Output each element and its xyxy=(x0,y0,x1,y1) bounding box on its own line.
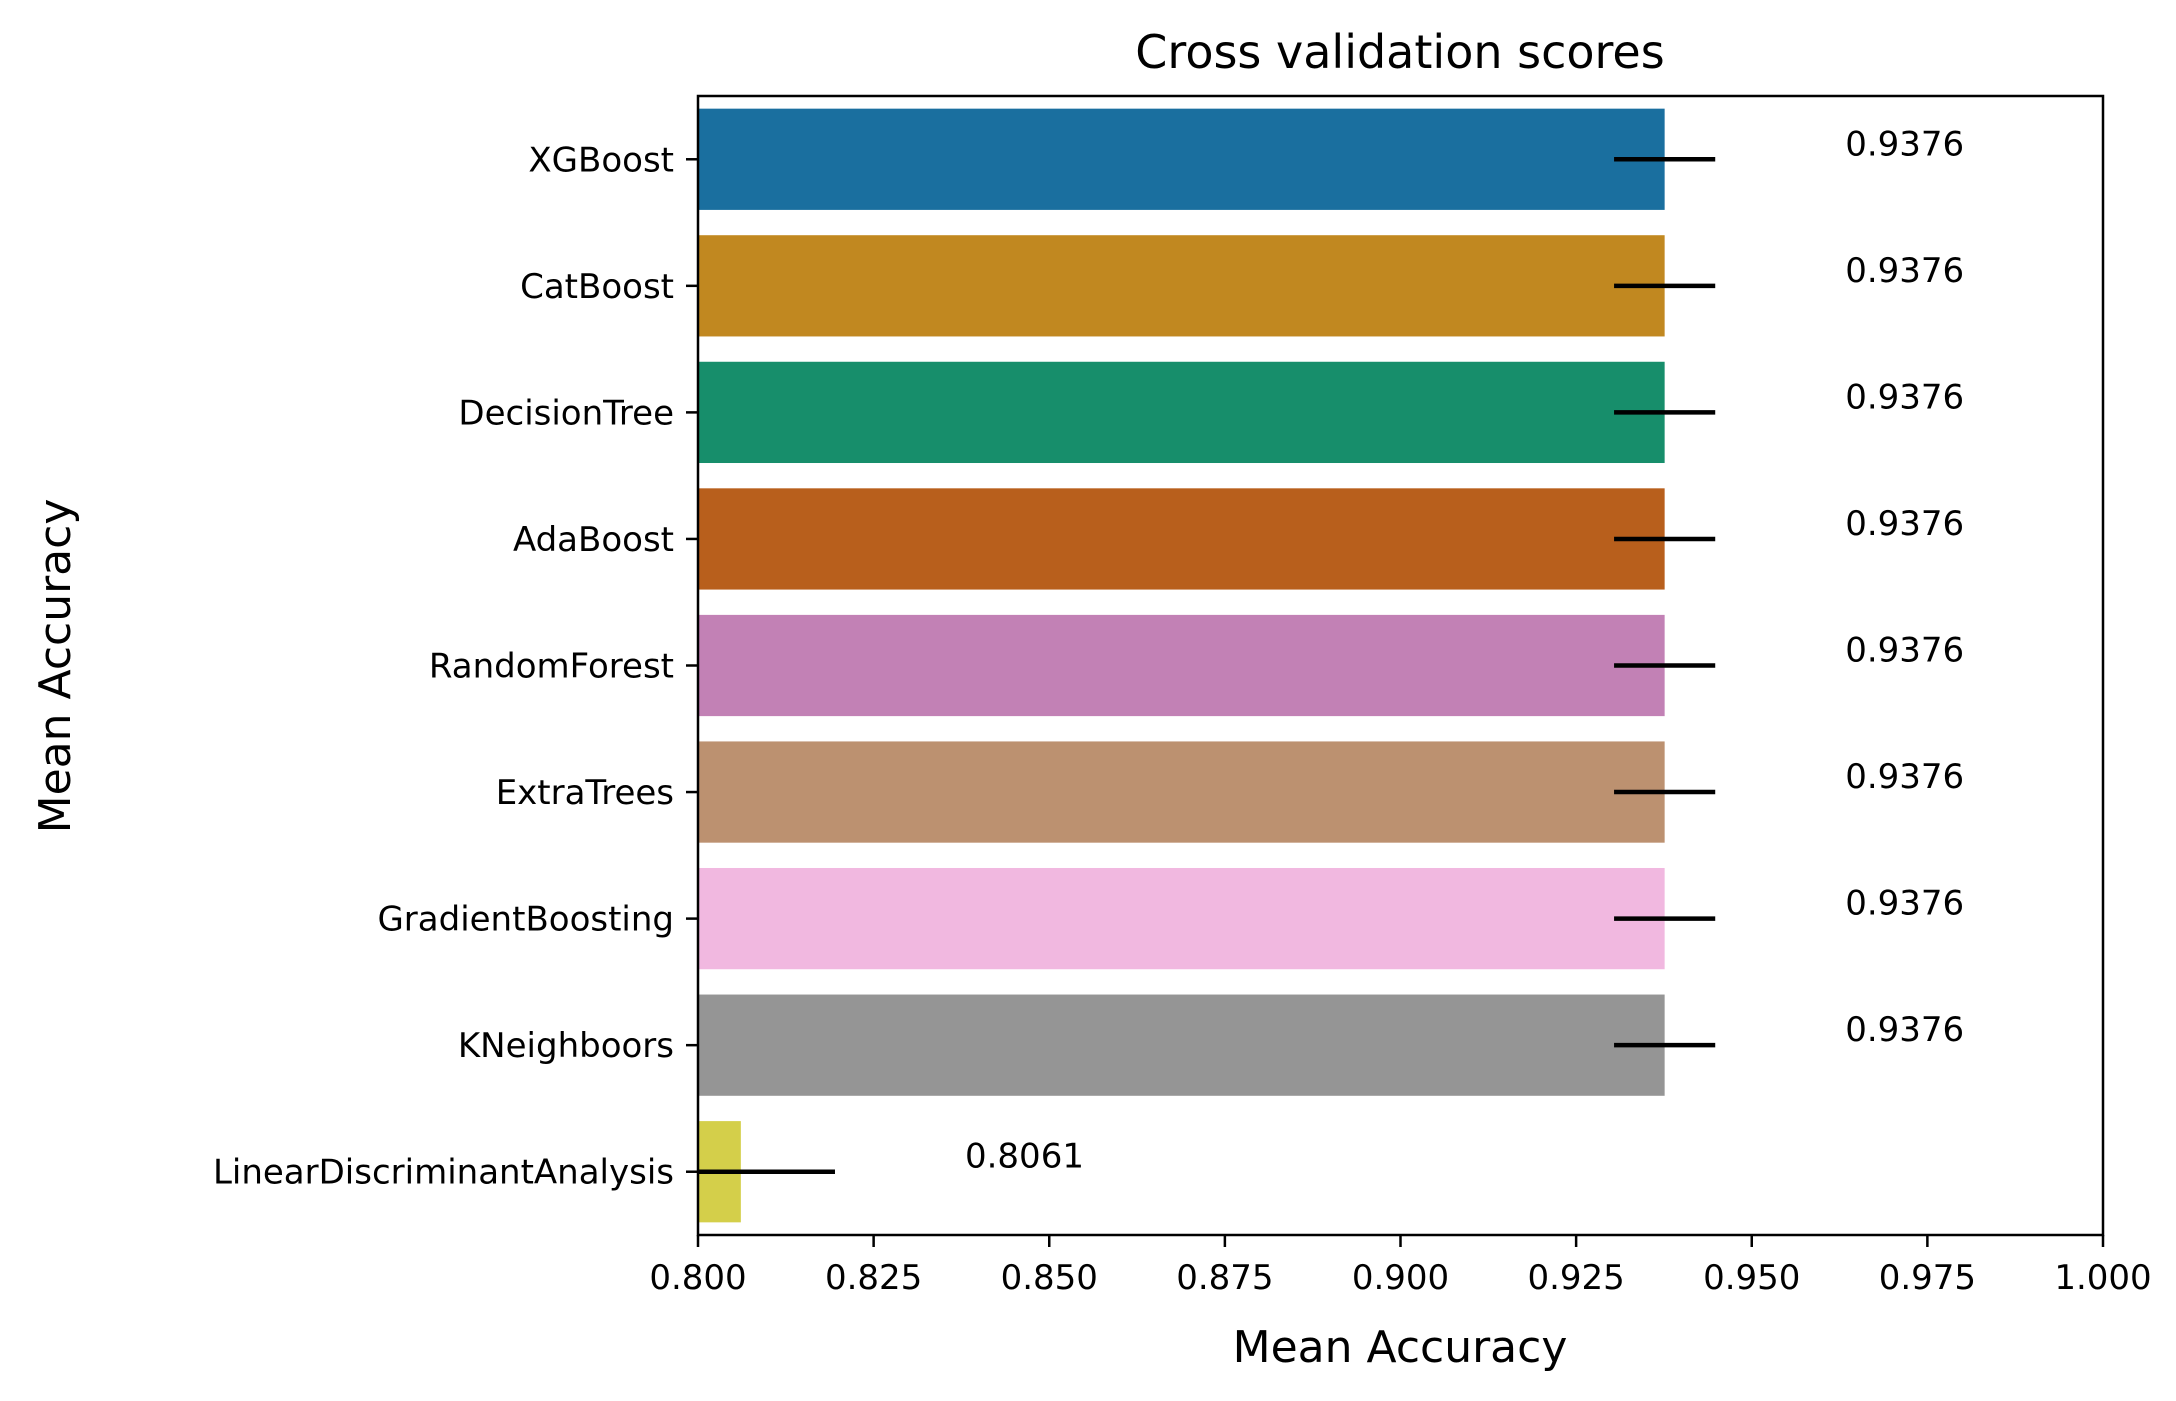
x-axis-label: Mean Accuracy xyxy=(1233,1322,1568,1373)
y-tick-label: DecisionTree xyxy=(458,393,674,433)
bar xyxy=(698,994,1665,1096)
errorbars-layer xyxy=(698,157,1716,1174)
value-label: 0.9376 xyxy=(1845,1010,1964,1050)
value-labels-layer: 0.9376 0.9376 0.9376 0.9376 0.9376 0.9376 0.93… xyxy=(965,124,1964,1176)
bar xyxy=(698,614,1665,717)
value-label: 0.9376 xyxy=(1845,124,1964,164)
x-tick-label: 0.900 xyxy=(1352,1258,1449,1298)
x-tick-label: 1.000 xyxy=(2054,1258,2151,1298)
value-label: 0.9376 xyxy=(1845,251,1964,291)
chart-title: Cross validation scores xyxy=(1135,25,1664,79)
x-tick-label: 0.875 xyxy=(1176,1258,1273,1298)
value-label: 0.9376 xyxy=(1845,757,1964,797)
y-tick-label: ExtraTrees xyxy=(496,773,674,813)
y-tick-label: XGBoost xyxy=(528,140,674,180)
bars-layer xyxy=(698,108,1665,1223)
value-label: 0.8061 xyxy=(965,1137,1084,1177)
x-tick-label: 0.825 xyxy=(825,1258,922,1298)
x-tick-label: 0.850 xyxy=(1001,1258,1098,1298)
bar xyxy=(698,741,1665,843)
value-label: 0.9376 xyxy=(1845,504,1964,544)
y-tick-label: AdaBoost xyxy=(513,520,674,560)
x-tick-label: 0.800 xyxy=(649,1258,746,1298)
x-tick-label: 0.975 xyxy=(1879,1258,1976,1298)
bar xyxy=(698,488,1665,590)
x-tick-label: 0.925 xyxy=(1527,1258,1624,1298)
x-tick-label: 0.950 xyxy=(1703,1258,1800,1298)
bar xyxy=(698,361,1665,464)
y-tick-label: GradientBoosting xyxy=(377,900,674,940)
y-tick-label: KNeighboors xyxy=(458,1026,674,1066)
y-tick-label: CatBoost xyxy=(520,267,674,307)
bar xyxy=(698,235,1665,337)
y-tick-label: RandomForest xyxy=(429,647,674,687)
y-axis-label: Mean Accuracy xyxy=(30,499,81,834)
value-label: 0.9376 xyxy=(1845,377,1964,417)
bar xyxy=(698,108,1665,210)
value-label: 0.9376 xyxy=(1845,631,1964,671)
x-axis: 0.800 0.825 0.850 0.875 0.900 0.925 0.950 0.975… xyxy=(649,1235,2152,1298)
y-axis: XGBoost CatBoost DecisionTree AdaBoost Rando… xyxy=(213,140,698,1193)
y-tick-label: LinearDiscriminantAnalysis xyxy=(213,1153,674,1193)
bar xyxy=(698,867,1665,970)
value-label: 0.9376 xyxy=(1845,884,1964,924)
